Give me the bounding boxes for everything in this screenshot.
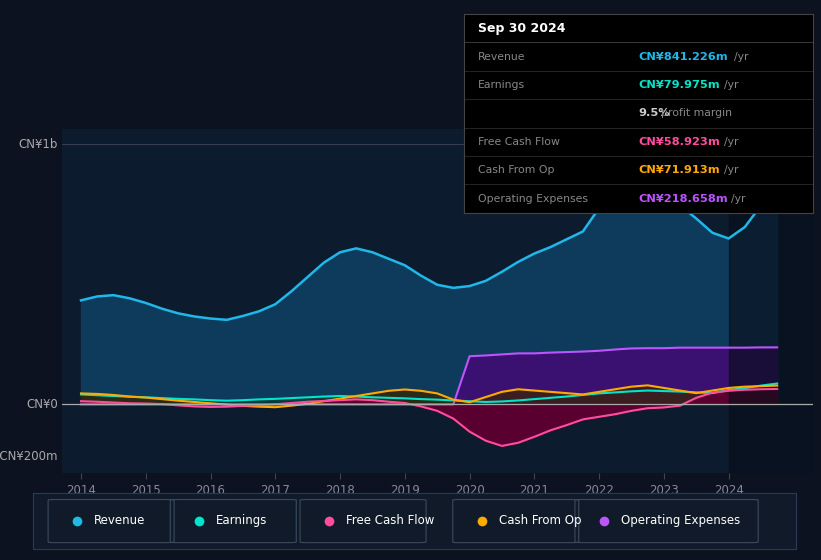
Text: Operating Expenses: Operating Expenses <box>621 514 740 528</box>
Text: CN¥1b: CN¥1b <box>18 138 57 151</box>
Text: Revenue: Revenue <box>94 514 145 528</box>
Text: Free Cash Flow: Free Cash Flow <box>478 137 560 147</box>
Text: -CN¥200m: -CN¥200m <box>0 450 57 463</box>
Text: CN¥58.923m: CN¥58.923m <box>639 137 720 147</box>
Text: Revenue: Revenue <box>478 52 525 62</box>
Text: Free Cash Flow: Free Cash Flow <box>346 514 434 528</box>
Text: /yr: /yr <box>734 52 749 62</box>
Text: 9.5%: 9.5% <box>639 109 670 118</box>
Text: CN¥79.975m: CN¥79.975m <box>639 80 720 90</box>
Text: Earnings: Earnings <box>216 514 268 528</box>
Text: Operating Expenses: Operating Expenses <box>478 194 588 204</box>
Text: profit margin: profit margin <box>661 109 732 118</box>
Text: /yr: /yr <box>724 80 738 90</box>
Text: Cash From Op: Cash From Op <box>498 514 581 528</box>
Text: CN¥0: CN¥0 <box>26 398 57 411</box>
Text: /yr: /yr <box>731 194 745 204</box>
Text: /yr: /yr <box>724 137 738 147</box>
Text: Sep 30 2024: Sep 30 2024 <box>478 22 566 35</box>
Bar <box>728 129 813 473</box>
Text: /yr: /yr <box>724 165 738 175</box>
Text: CN¥218.658m: CN¥218.658m <box>639 194 728 204</box>
Text: CN¥841.226m: CN¥841.226m <box>639 52 728 62</box>
Text: CN¥71.913m: CN¥71.913m <box>639 165 720 175</box>
Text: Cash From Op: Cash From Op <box>478 165 554 175</box>
Text: Earnings: Earnings <box>478 80 525 90</box>
